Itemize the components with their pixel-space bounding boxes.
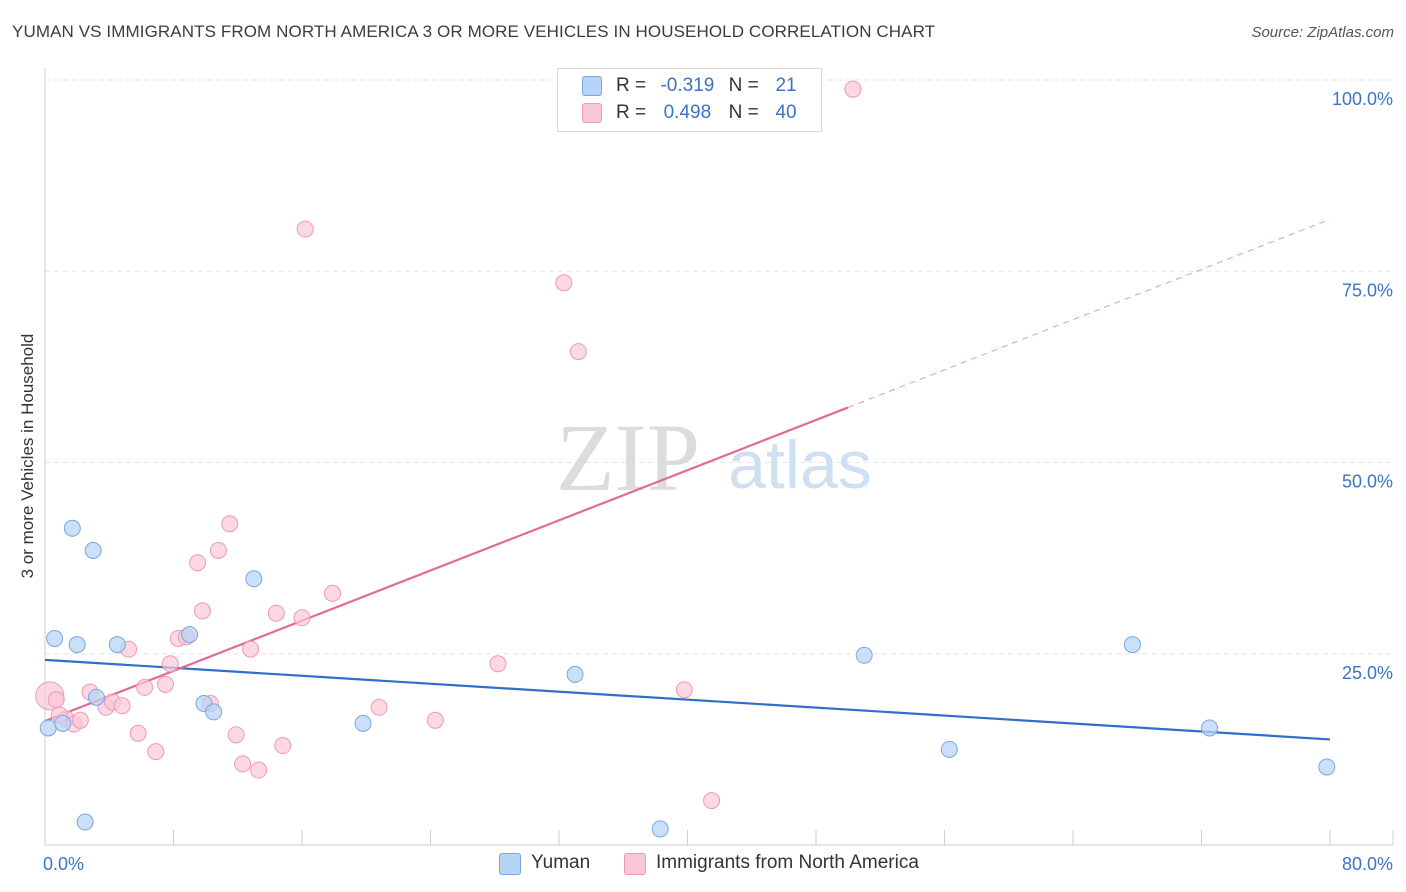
legend-r-label: R = xyxy=(616,75,647,96)
point-immigrants xyxy=(324,584,342,602)
point-immigrants xyxy=(234,755,252,773)
point-immigrants xyxy=(189,554,207,572)
point-immigrants xyxy=(250,761,268,779)
point-immigrants xyxy=(129,724,147,742)
point-yuman xyxy=(245,570,263,588)
axis-layer xyxy=(44,68,1394,846)
source-note: Source: ZipAtlas.com xyxy=(1251,24,1394,41)
point-yuman xyxy=(1318,758,1336,776)
point-immigrants xyxy=(113,697,131,715)
point-immigrants xyxy=(703,792,721,810)
legend-n-label: N = xyxy=(728,75,759,96)
x-tick-label: 0.0% xyxy=(43,854,84,874)
point-immigrants xyxy=(569,343,587,361)
y-tick-label: 25.0% xyxy=(1342,663,1393,683)
chart-title: YUMAN VS IMMIGRANTS FROM NORTH AMERICA 3… xyxy=(12,22,936,41)
point-immigrants xyxy=(209,541,227,559)
correlation-legend: R = -0.319 N = 21 R = 0.498 N = 40 xyxy=(557,68,822,132)
point-yuman xyxy=(566,665,584,683)
point-immigrants xyxy=(147,743,165,761)
point-yuman xyxy=(84,541,102,559)
point-immigrants xyxy=(370,698,388,716)
points-layer xyxy=(35,80,1336,838)
point-yuman xyxy=(181,626,199,644)
point-immigrants xyxy=(293,609,311,627)
point-yuman xyxy=(76,813,94,831)
point-yuman xyxy=(63,519,81,537)
point-immigrants xyxy=(426,711,444,729)
bottom-legend-label-immigrants: Immigrants from North America xyxy=(656,852,919,873)
legend-swatch-immigrants xyxy=(582,103,602,123)
point-immigrants xyxy=(242,640,260,658)
legend-r-label: R = xyxy=(616,102,647,123)
point-immigrants xyxy=(227,726,245,744)
point-immigrants xyxy=(844,80,862,98)
trendline-immigrants-projection xyxy=(847,218,1331,408)
grid-layer xyxy=(45,79,1393,655)
bottom-legend-swatch-immigrants xyxy=(624,853,646,875)
legend-n-label: N = xyxy=(728,102,759,123)
tick-label-layer: 25.0% 50.0% 75.0% 100.0% 0.0% 80.0% xyxy=(43,89,1393,874)
point-yuman xyxy=(87,688,105,706)
point-immigrants xyxy=(274,737,292,755)
point-immigrants xyxy=(136,678,154,696)
watermark-atlas: atlas xyxy=(728,427,872,503)
point-immigrants xyxy=(675,681,693,699)
point-immigrants xyxy=(156,675,174,693)
legend-r-value-immigrants: 0.498 xyxy=(663,102,712,123)
point-yuman xyxy=(1123,636,1141,654)
point-yuman xyxy=(39,719,57,737)
point-yuman xyxy=(68,636,86,654)
point-yuman xyxy=(940,740,958,758)
point-immigrants xyxy=(296,220,314,238)
legend-swatch-yuman xyxy=(582,76,602,96)
trend-layer xyxy=(44,218,1331,741)
point-yuman xyxy=(855,646,873,664)
point-yuman xyxy=(205,703,223,721)
trendline-immigrants xyxy=(44,406,849,723)
y-axis-label: 3 or more Vehicles in Household xyxy=(18,333,37,579)
y-tick-label: 75.0% xyxy=(1342,280,1393,300)
point-yuman xyxy=(651,820,669,838)
legend-n-value-immigrants: 40 xyxy=(775,102,797,123)
point-yuman xyxy=(1201,719,1219,737)
point-immigrants xyxy=(193,602,211,620)
point-yuman xyxy=(46,629,64,647)
x-tick-label: 80.0% xyxy=(1342,854,1393,874)
y-tick-label: 50.0% xyxy=(1342,472,1393,492)
point-immigrants xyxy=(221,515,239,533)
point-immigrants xyxy=(71,711,89,729)
point-immigrants xyxy=(489,655,507,673)
point-yuman xyxy=(54,714,72,732)
point-yuman xyxy=(354,714,372,732)
legend-n-value-yuman: 21 xyxy=(775,75,797,96)
point-immigrants xyxy=(267,604,285,622)
point-immigrants xyxy=(555,274,573,292)
legend-r-value-yuman: -0.319 xyxy=(660,75,715,96)
point-immigrants xyxy=(161,655,179,673)
point-yuman xyxy=(108,636,126,654)
bottom-legend-label-yuman: Yuman xyxy=(531,852,591,873)
point-immigrants xyxy=(47,691,65,709)
bottom-legend-swatch-yuman xyxy=(499,853,521,875)
y-tick-label: 100.0% xyxy=(1332,89,1393,109)
watermark: ZIP atlas xyxy=(556,404,872,511)
trendline-yuman xyxy=(44,658,1331,741)
watermark-zip: ZIP xyxy=(556,404,700,511)
